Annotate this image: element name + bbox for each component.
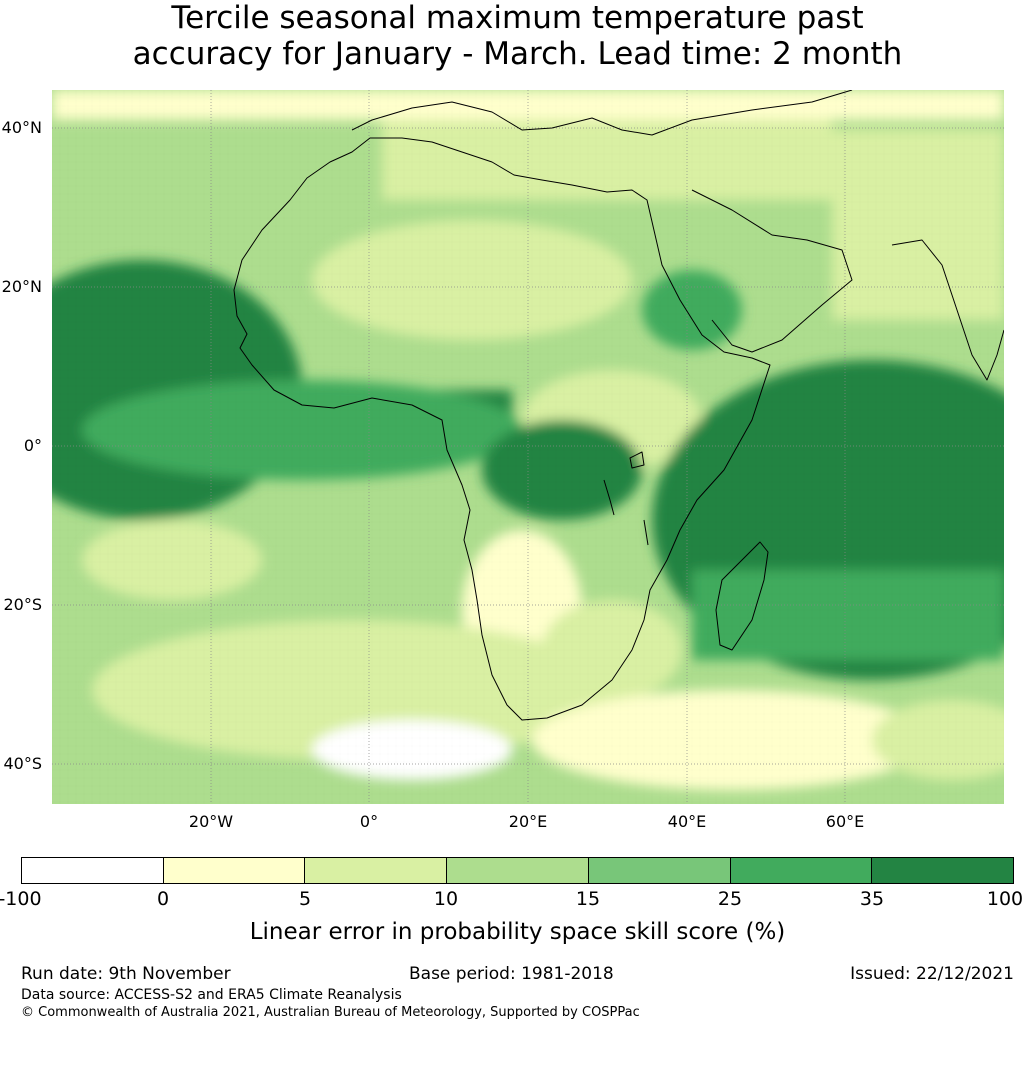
run-date: Run date: 9th November bbox=[21, 964, 231, 984]
data-source: Data source: ACCESS-S2 and ERA5 Climate … bbox=[21, 987, 402, 1003]
skill-score-map bbox=[52, 90, 1004, 804]
lon-label-40e: 40°E bbox=[667, 812, 707, 831]
copyright-notice: © Commonwealth of Australia 2021, Austra… bbox=[21, 1005, 640, 1020]
lat-label-40n: 40°N bbox=[1, 118, 42, 137]
colorbar-tick: 5 bbox=[298, 888, 312, 910]
title-line-1: Tercile seasonal maximum temperature pas… bbox=[171, 0, 864, 36]
lon-label-0: 0° bbox=[359, 812, 379, 831]
colorbar-tick: 100 bbox=[986, 888, 1024, 910]
title-line-2: accuracy for January - March. Lead time:… bbox=[132, 36, 903, 72]
map-title: Tercile seasonal maximum temperature pas… bbox=[0, 0, 1035, 72]
map-canvas bbox=[52, 90, 1004, 804]
colorbar-tick: 10 bbox=[433, 888, 459, 910]
colorbar-tick: 25 bbox=[717, 888, 743, 910]
lon-label-20w: 20°W bbox=[188, 812, 234, 831]
colorbar-segment bbox=[304, 858, 447, 883]
colorbar-tick: 15 bbox=[575, 888, 601, 910]
colorbar-segment bbox=[729, 858, 872, 883]
colorbar bbox=[21, 857, 1014, 884]
colorbar-tick: 0 bbox=[156, 888, 170, 910]
base-period: Base period: 1981-2018 bbox=[409, 964, 614, 984]
lat-label-20s: 20°S bbox=[3, 595, 42, 614]
colorbar-tick: 35 bbox=[859, 888, 885, 910]
lat-label-40s: 40°S bbox=[3, 754, 42, 773]
issued-date: Issued: 22/12/2021 bbox=[850, 964, 1014, 984]
colorbar-tick: -100 bbox=[0, 888, 42, 910]
colorbar-label: Linear error in probability space skill … bbox=[249, 919, 786, 945]
coastlines bbox=[233, 90, 1004, 721]
lat-label-20n: 20°N bbox=[1, 277, 42, 296]
lat-label-0: 0° bbox=[23, 436, 42, 455]
lon-label-60e: 60°E bbox=[825, 812, 865, 831]
graticule bbox=[52, 90, 1004, 804]
lon-label-20e: 20°E bbox=[508, 812, 548, 831]
colorbar-segment bbox=[446, 858, 588, 883]
colorbar-segment bbox=[871, 858, 1014, 883]
colorbar-segment bbox=[587, 858, 730, 883]
colorbar-segment bbox=[22, 858, 163, 883]
colorbar-segment bbox=[162, 858, 305, 883]
